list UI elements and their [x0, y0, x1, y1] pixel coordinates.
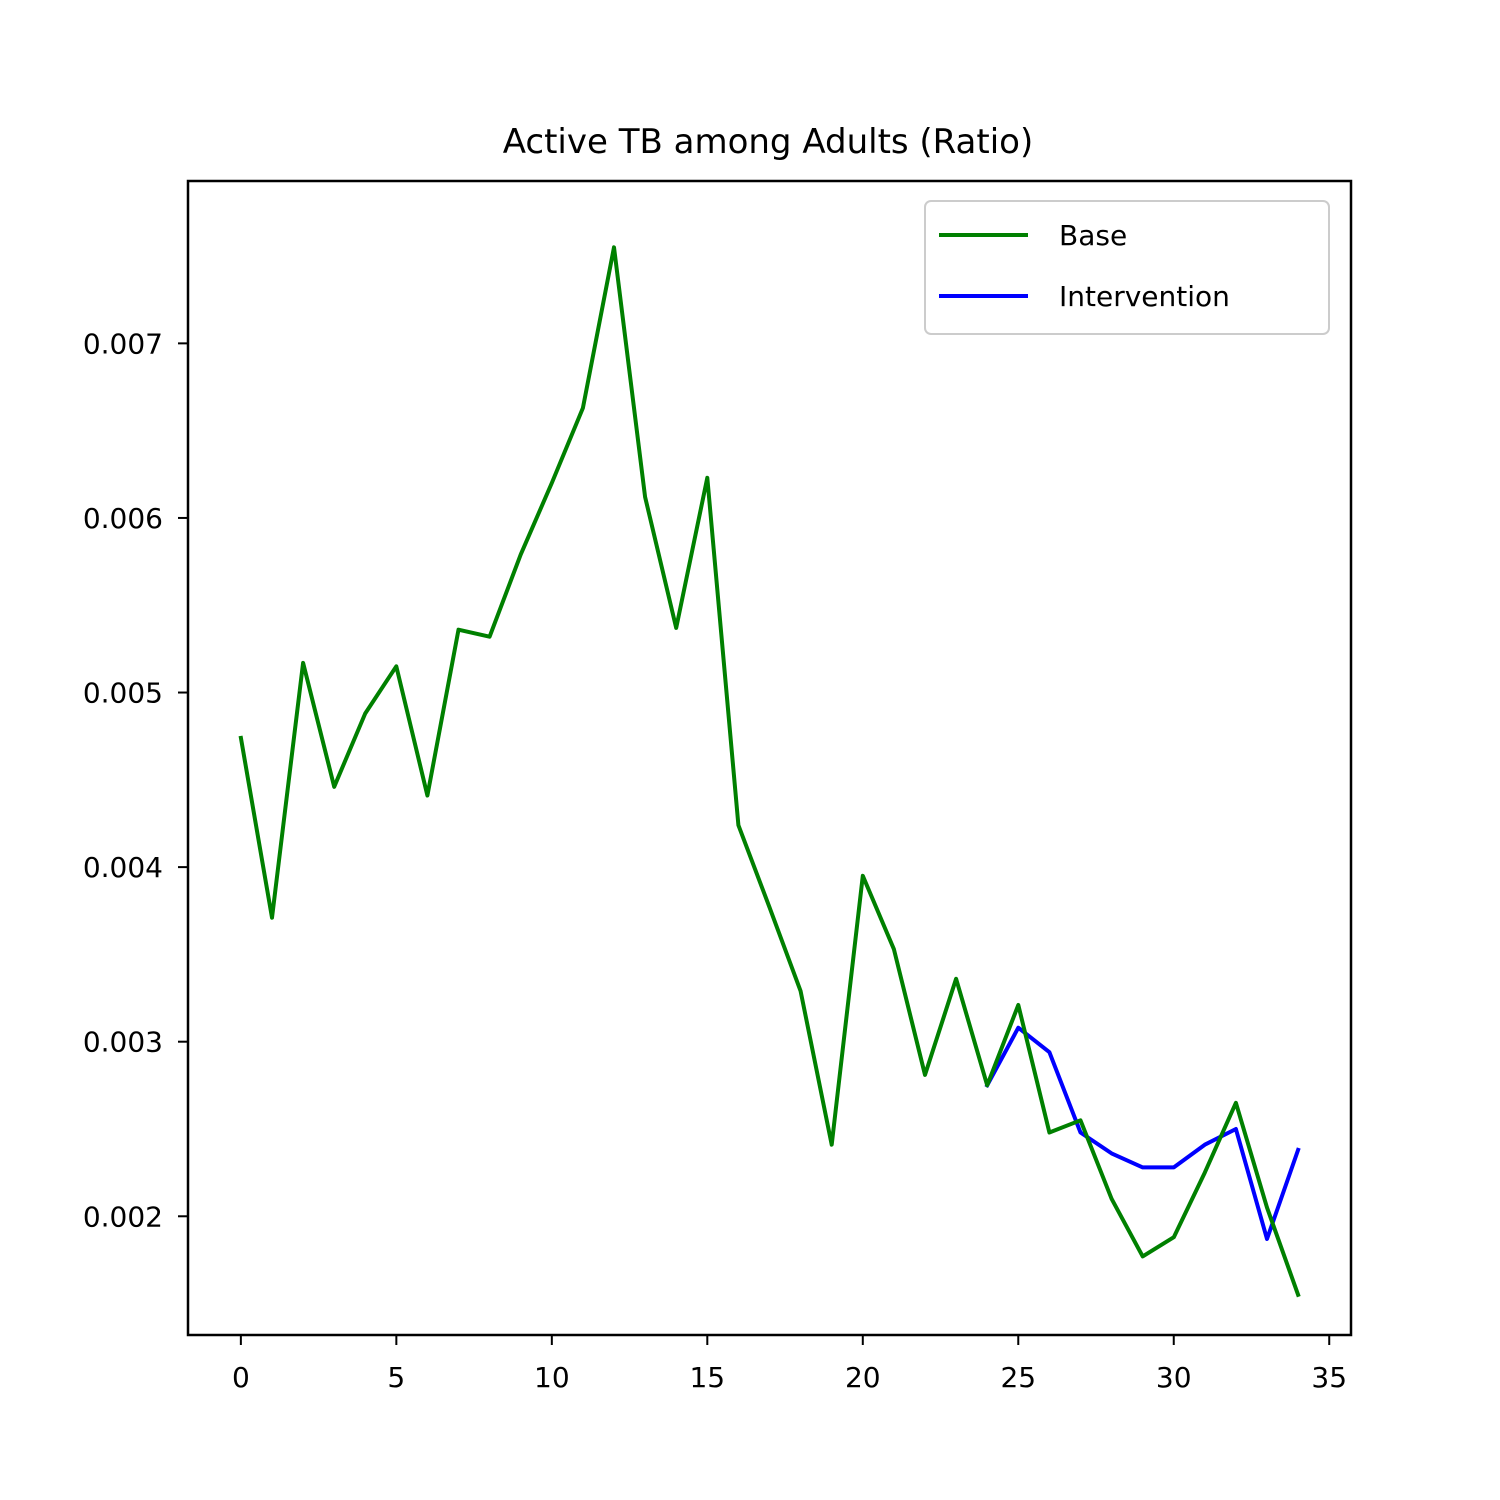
- y-tick-label: 0.003: [83, 1026, 163, 1059]
- chart-title: Active TB among Adults (Ratio): [503, 122, 1034, 162]
- x-tick-label: 10: [534, 1361, 570, 1394]
- axes-frame: [186, 179, 1353, 1337]
- legend: Base Intervention: [924, 200, 1330, 335]
- y-tick-label: 0.004: [83, 851, 163, 884]
- y-tick-label: 0.005: [83, 677, 163, 710]
- x-tick-label: 20: [845, 1361, 881, 1394]
- y-axis: 0.002 0.003 0.004 0.005 0.006 0.007: [83, 327, 188, 1233]
- series-line-intervention: [984, 1025, 1301, 1241]
- x-tick-label: 25: [1000, 1361, 1036, 1394]
- x-tick-label: 30: [1156, 1361, 1192, 1394]
- x-axis: 0 5 10 15 20 25 30 35: [232, 1335, 1347, 1394]
- plot-area: [238, 245, 1301, 1298]
- legend-label-base: Base: [1059, 219, 1127, 252]
- x-tick-label: 5: [387, 1361, 405, 1394]
- x-tick-label: 0: [232, 1361, 250, 1394]
- y-tick-label: 0.002: [83, 1200, 163, 1233]
- x-tick-label: 35: [1311, 1361, 1347, 1394]
- y-tick-label: 0.006: [83, 502, 163, 535]
- series-line-base: [238, 245, 1301, 1298]
- x-tick-label: 15: [689, 1361, 725, 1394]
- legend-label-intervention: Intervention: [1059, 280, 1230, 313]
- y-tick-label: 0.007: [83, 327, 163, 360]
